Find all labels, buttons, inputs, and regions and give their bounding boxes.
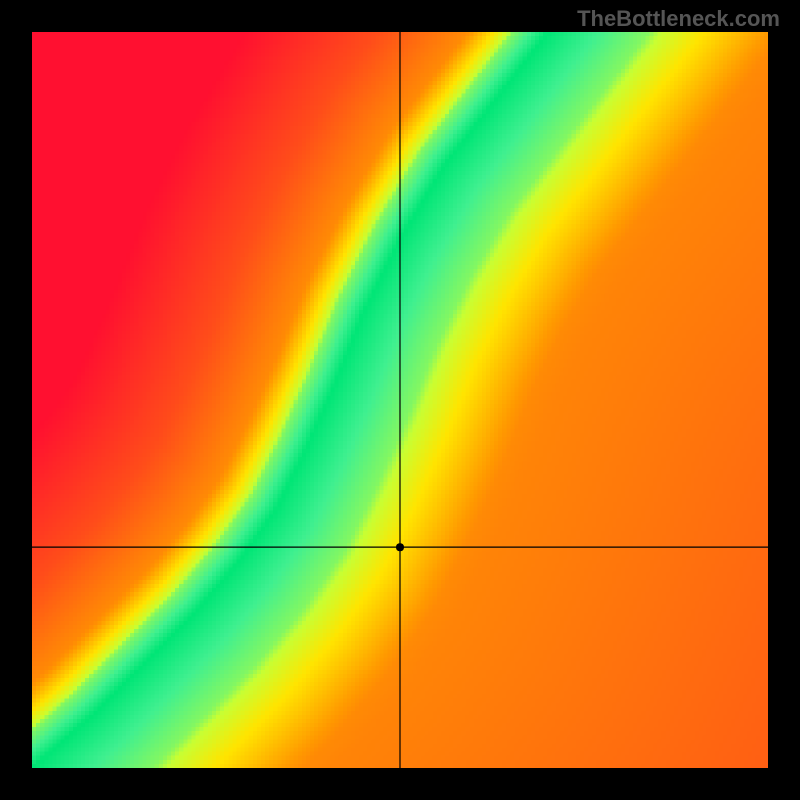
- crosshair-overlay: [0, 0, 800, 800]
- watermark-text: TheBottleneck.com: [577, 6, 780, 32]
